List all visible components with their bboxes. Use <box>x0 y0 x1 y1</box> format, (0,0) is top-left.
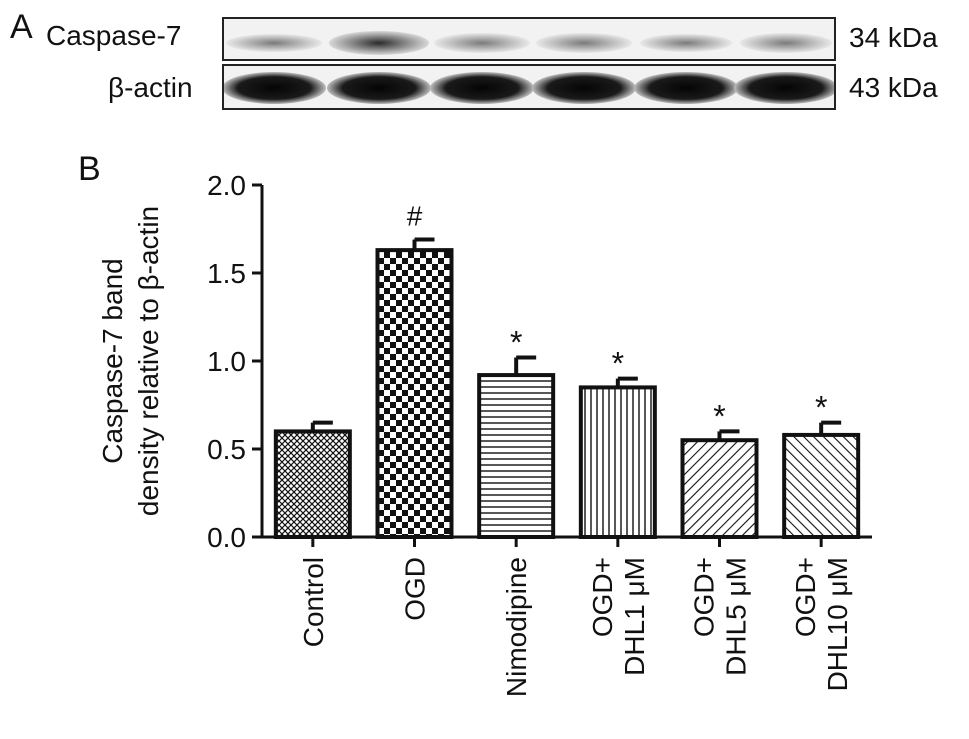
x-tick-label: DHL5 μM <box>721 557 752 676</box>
blot-label-caspase7: Caspase-7 <box>46 20 182 51</box>
significance-marker: * <box>713 398 725 434</box>
panel-b-letter: B <box>78 150 101 188</box>
y-axis-label-line: density relative to β-actin <box>133 206 164 516</box>
x-tick-label: Nimodipine <box>501 557 532 697</box>
bar <box>782 432 861 540</box>
x-tick-label: Control <box>298 557 329 647</box>
y-axis-label-line: Caspase-7 band <box>97 258 128 463</box>
x-tick-label: OGD <box>400 557 431 621</box>
beta-actin-blot-image <box>222 64 836 110</box>
bar <box>680 438 759 540</box>
bar <box>477 373 556 539</box>
x-tick-label: OGD+ <box>790 557 821 637</box>
blot-label-beta-actin: β-actin <box>108 72 193 103</box>
bar <box>578 385 657 539</box>
blot-size-caspase7: 34 kDa <box>849 22 938 53</box>
y-tick-label: 0.0 <box>207 522 246 553</box>
significance-marker: * <box>510 324 522 360</box>
panel-a-letter: A <box>10 8 33 46</box>
significance-marker: # <box>407 201 423 232</box>
significance-marker: * <box>815 390 827 426</box>
x-tick-label: DHL10 μM <box>822 557 853 691</box>
caspase7-blot-image <box>222 17 836 61</box>
y-tick-label: 1.0 <box>207 346 246 377</box>
x-tick-label: OGD+ <box>689 557 720 637</box>
bar <box>273 429 352 539</box>
bar <box>375 248 454 539</box>
blot-size-beta-actin: 43 kDa <box>849 72 938 103</box>
x-tick-label: DHL1 μM <box>619 557 650 676</box>
y-tick-label: 1.5 <box>207 258 246 289</box>
y-tick-label: 2.0 <box>207 170 246 201</box>
y-tick-label: 0.5 <box>207 434 246 465</box>
x-tick-label: OGD+ <box>587 557 618 637</box>
significance-marker: * <box>612 346 624 382</box>
